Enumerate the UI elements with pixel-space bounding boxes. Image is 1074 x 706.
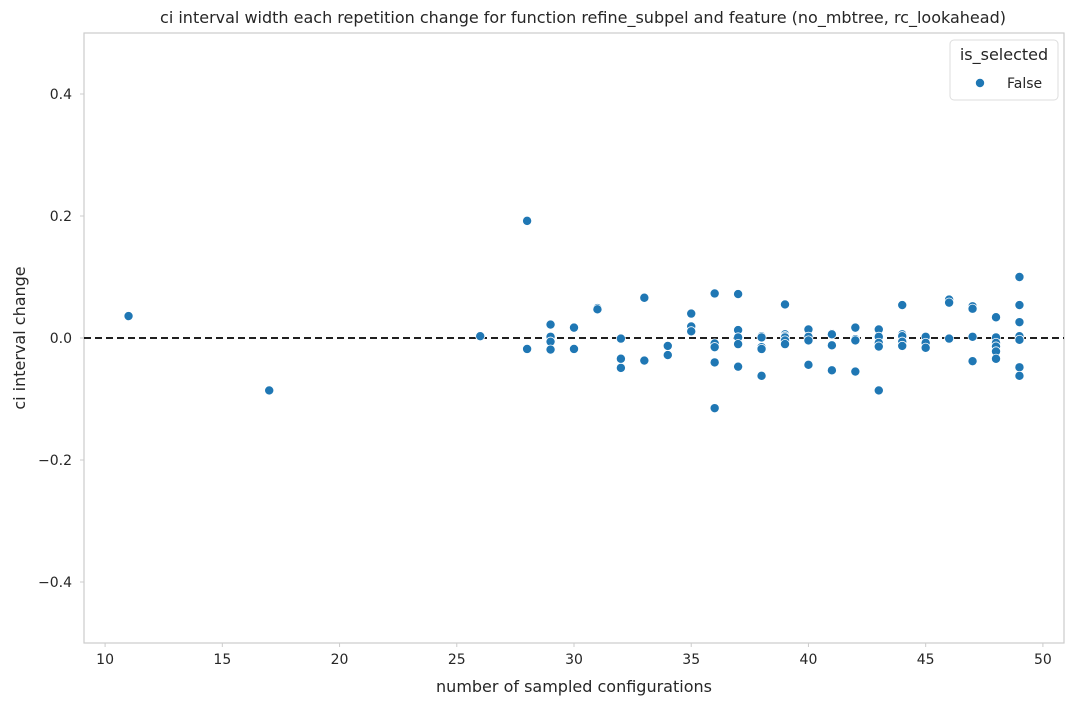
data-point [780,299,791,310]
chart-title: ci interval width each repetition change… [160,8,1006,28]
plot-area: 10 15 20 25 30 35 40 45 50 −0.4 −0.2 0.0 0.2 0.4 [38,32,1065,668]
x-axis-label: number of sampled configurations [436,677,712,696]
data-point [264,385,275,396]
data-point [991,353,1002,364]
data-point [709,342,720,353]
data-point [967,356,978,367]
legend-entry-label: False [1007,76,1042,92]
data-point [756,332,767,343]
data-point [709,357,720,368]
data-point [850,366,861,377]
data-point [639,355,650,366]
data-point [522,343,533,354]
data-point [991,312,1002,323]
legend: is_selected False [949,39,1059,101]
data-point [733,361,744,372]
legend-title: is_selected [960,45,1048,65]
y-axis-label: ci interval change [10,266,29,409]
data-point [709,403,720,414]
data-point [967,303,978,314]
y-tick-label: 0.4 [50,87,72,103]
y-tick-label: −0.4 [38,575,72,591]
data-point [569,343,580,354]
x-tick-label: 40 [800,652,818,668]
x-tick-label: 35 [682,652,700,668]
data-point [850,322,861,333]
x-tick-label: 25 [448,652,466,668]
data-point [944,333,955,344]
data-point [1014,370,1025,381]
data-point [733,289,744,300]
data-point [615,362,626,373]
data-point [944,297,955,308]
data-point [592,304,603,315]
data-point [662,350,673,361]
data-point [826,329,837,340]
data-point [1014,362,1025,373]
data-point [873,385,884,396]
data-point [615,353,626,364]
y-tick-label: −0.2 [38,453,72,469]
data-point [1014,271,1025,282]
x-tick-label: 20 [331,652,349,668]
data-point [756,370,767,381]
data-point [873,341,884,352]
legend-marker [975,78,986,89]
data-point [780,339,791,350]
data-point [967,331,978,342]
data-point [639,292,650,303]
data-point [662,340,673,351]
data-point [897,340,908,351]
y-tick-label: 0.2 [50,209,72,225]
x-tick-label: 45 [917,652,935,668]
data-point [733,339,744,350]
data-point [826,340,837,351]
data-point [897,300,908,311]
data-point [686,308,697,319]
data-point [709,288,720,299]
data-point [686,326,697,337]
x-tick-label: 50 [1034,652,1052,668]
x-tick-label: 15 [213,652,231,668]
x-tick-label: 30 [565,652,583,668]
x-tick-label: 10 [96,652,114,668]
data-point [545,319,556,330]
data-point [1014,317,1025,328]
data-point [522,215,533,226]
y-tick-label: 0.0 [50,331,72,347]
data-point [1014,300,1025,311]
data-point [850,335,861,346]
data-point [1014,334,1025,345]
data-point [475,331,486,342]
data-point [569,322,580,333]
data-point [756,343,767,354]
data-point [803,359,814,370]
data-point [920,342,931,353]
data-point [826,365,837,376]
data-point [545,344,556,355]
data-point [803,335,814,346]
data-point [615,333,626,344]
data-point [123,311,134,322]
